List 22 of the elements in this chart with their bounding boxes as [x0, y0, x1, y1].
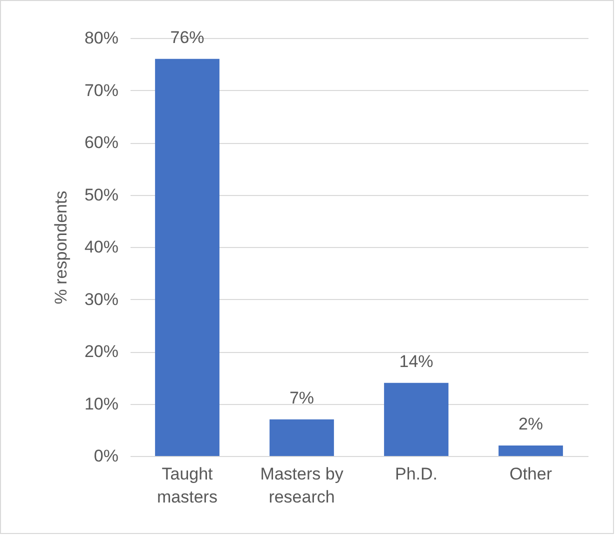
bar: [155, 58, 220, 456]
y-tick-label: 50%: [84, 185, 118, 204]
y-tick-label: 60%: [84, 133, 118, 152]
y-tick-label: 30%: [84, 290, 118, 309]
data-label: 14%: [399, 352, 434, 371]
x-tick-label: Masters by research: [260, 464, 344, 506]
x-tick-label: Ph.D.: [394, 464, 438, 484]
data-label: 7%: [289, 388, 314, 408]
data-label: 2%: [518, 414, 544, 434]
y-tick-label: 10%: [84, 394, 118, 414]
y-tick-label: 20%: [84, 342, 118, 361]
data-label: 76%: [170, 28, 204, 47]
y-axis-title: % respondents: [51, 190, 70, 304]
x-tick-label: Other: [509, 464, 552, 484]
y-tick-label: 80%: [84, 28, 118, 48]
bar: [384, 382, 448, 456]
bar: [498, 446, 563, 456]
bar: [270, 419, 334, 456]
y-tick-label: 40%: [84, 238, 118, 256]
y-tick-label: 70%: [84, 80, 118, 100]
x-tick-label: Taught masters: [157, 464, 218, 506]
y-tick-label: 0%: [94, 446, 118, 466]
